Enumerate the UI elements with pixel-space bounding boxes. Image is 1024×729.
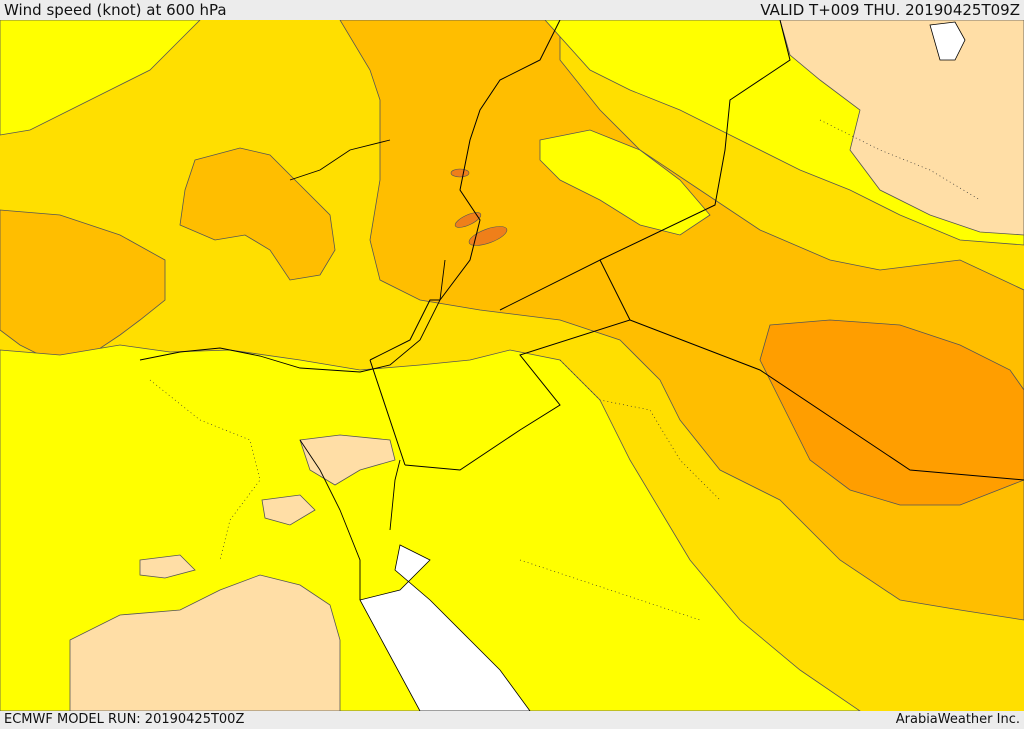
credit-label: ArabiaWeather Inc. bbox=[896, 711, 1020, 729]
model-run-label: ECMWF MODEL RUN: 20190425T00Z bbox=[4, 711, 244, 729]
wind-speed-map bbox=[0, 20, 1024, 711]
map-title: Wind speed (knot) at 600 hPa bbox=[4, 0, 227, 20]
map-header: Wind speed (knot) at 600 hPa VALID T+009… bbox=[0, 0, 1024, 20]
valid-time: VALID T+009 THU. 20190425T09Z bbox=[760, 0, 1020, 20]
map-footer: ECMWF MODEL RUN: 20190425T00Z ArabiaWeat… bbox=[0, 711, 1024, 729]
band-deep-patch-3 bbox=[451, 169, 469, 177]
